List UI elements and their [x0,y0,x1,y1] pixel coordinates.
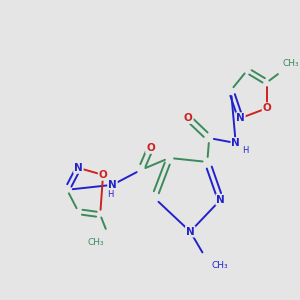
Text: CH₃: CH₃ [87,238,104,247]
Text: H: H [107,190,114,199]
Text: N: N [186,226,195,237]
Text: O: O [146,143,155,153]
Text: N: N [236,113,245,123]
Text: O: O [262,103,272,113]
Text: O: O [99,170,107,180]
Text: CH₃: CH₃ [282,59,299,68]
Text: H: H [242,146,248,155]
Text: N: N [74,163,83,173]
Text: N: N [216,195,225,205]
Text: CH₃: CH₃ [211,262,228,271]
Text: N: N [108,180,117,190]
Text: N: N [231,138,240,148]
Text: O: O [184,113,193,123]
